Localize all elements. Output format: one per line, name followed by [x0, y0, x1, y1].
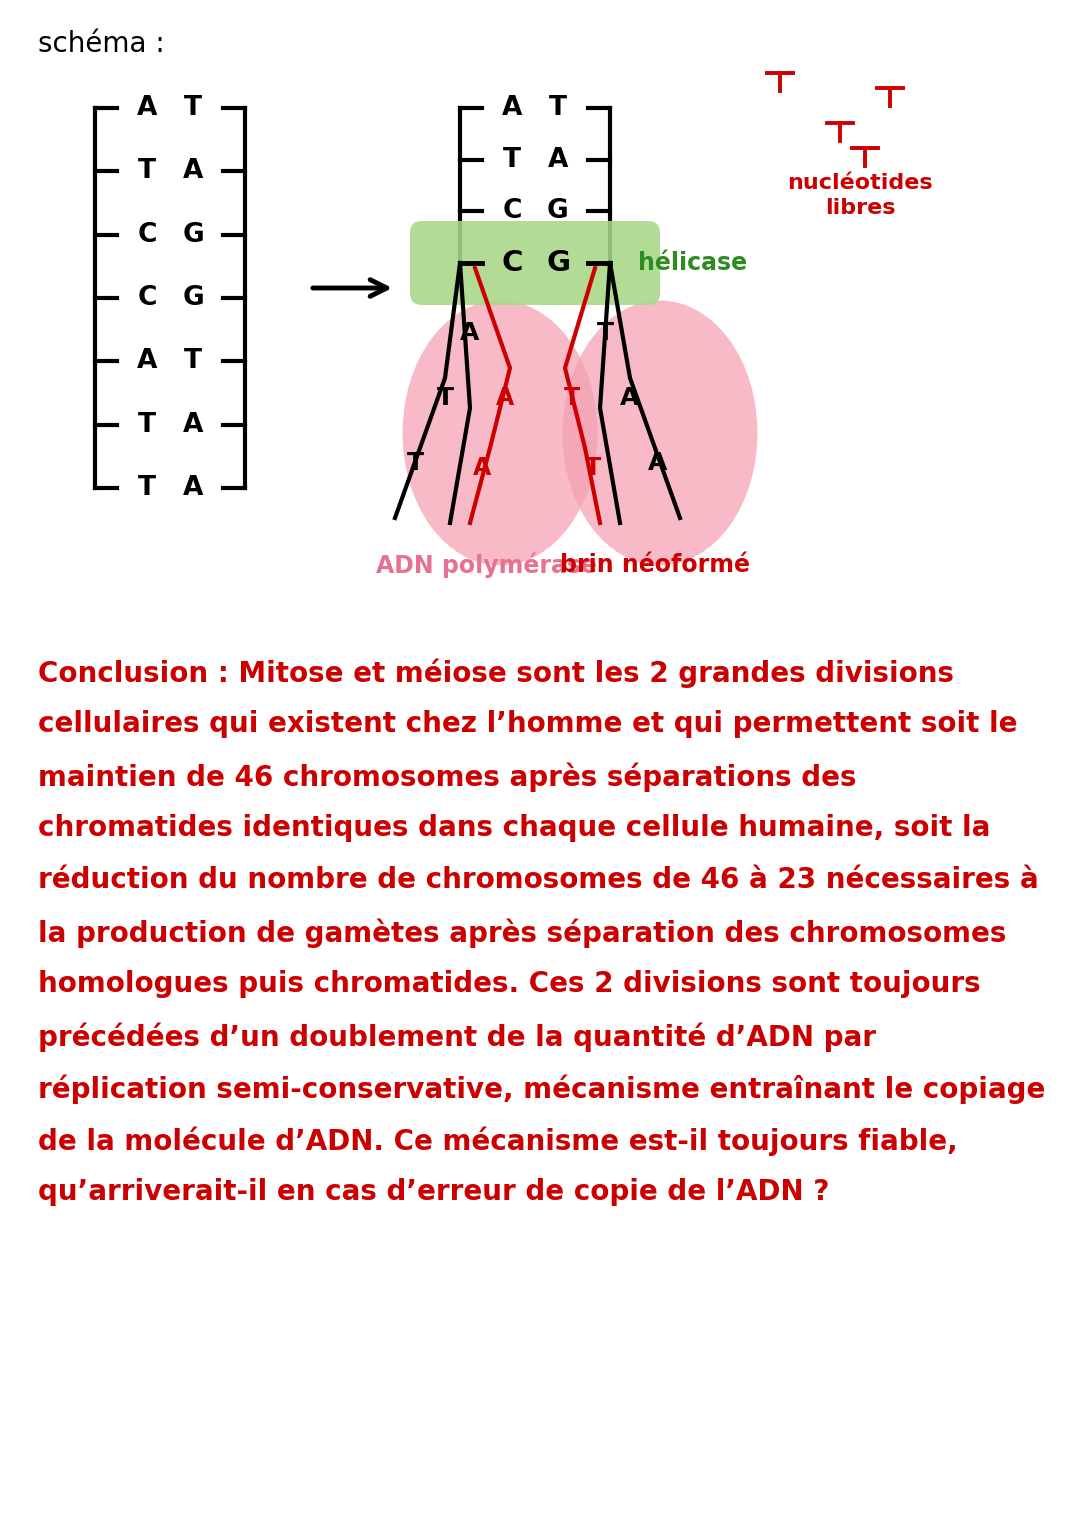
- Text: A: A: [502, 95, 523, 121]
- Text: A: A: [648, 451, 667, 475]
- Text: A: A: [473, 455, 491, 480]
- FancyBboxPatch shape: [410, 222, 660, 306]
- Text: T: T: [138, 159, 156, 185]
- Text: cellulaires qui existent chez l’homme et qui permettent soit le: cellulaires qui existent chez l’homme et…: [38, 711, 1017, 738]
- Text: C: C: [137, 222, 157, 248]
- Text: hélicase: hélicase: [638, 251, 747, 275]
- Text: A: A: [183, 475, 203, 501]
- Text: T: T: [585, 455, 602, 480]
- Text: T: T: [184, 348, 202, 374]
- Text: G: G: [183, 222, 204, 248]
- Text: Conclusion : Mitose et méiose sont les 2 grandes divisions: Conclusion : Mitose et méiose sont les 2…: [38, 659, 954, 688]
- Text: T: T: [436, 387, 454, 410]
- Text: ADN polymérase: ADN polymérase: [377, 553, 597, 579]
- Text: T: T: [184, 95, 202, 121]
- Text: G: G: [546, 249, 570, 277]
- Text: A: A: [460, 321, 480, 345]
- Text: précédées d’un doublement de la quantité d’ADN par: précédées d’un doublement de la quantité…: [38, 1022, 876, 1051]
- Text: homologues puis chromatides. Ces 2 divisions sont toujours: homologues puis chromatides. Ces 2 divis…: [38, 970, 981, 998]
- Text: A: A: [548, 147, 568, 173]
- Text: A: A: [137, 95, 158, 121]
- Text: réplication semi-conservative, mécanisme entraînant le copiage: réplication semi-conservative, mécanisme…: [38, 1074, 1045, 1103]
- Text: la production de gamètes après séparation des chromosomes: la production de gamètes après séparatio…: [38, 918, 1007, 947]
- Text: schéma :: schéma :: [38, 31, 165, 58]
- Ellipse shape: [403, 301, 597, 565]
- Text: T: T: [138, 475, 156, 501]
- Text: réduction du nombre de chromosomes de 46 à 23 nécessaires à: réduction du nombre de chromosomes de 46…: [38, 866, 1039, 894]
- Text: A: A: [137, 348, 158, 374]
- Ellipse shape: [563, 301, 757, 565]
- Text: de la molécule d’ADN. Ce mécanisme est-il toujours fiable,: de la molécule d’ADN. Ce mécanisme est-i…: [38, 1126, 958, 1155]
- Text: chromatides identiques dans chaque cellule humaine, soit la: chromatides identiques dans chaque cellu…: [38, 814, 990, 842]
- Text: A: A: [496, 387, 514, 410]
- Text: C: C: [502, 199, 522, 225]
- Text: maintien de 46 chromosomes après séparations des: maintien de 46 chromosomes après séparat…: [38, 762, 856, 792]
- Text: brin néoformé: brin néoformé: [561, 553, 750, 578]
- Text: T: T: [596, 321, 613, 345]
- Text: T: T: [549, 95, 567, 121]
- Text: A: A: [183, 411, 203, 437]
- Text: nucléotides
libres: nucléotides libres: [787, 173, 933, 219]
- Text: A: A: [183, 159, 203, 185]
- Text: C: C: [501, 249, 523, 277]
- Text: qu’arriverait-il en cas d’erreur de copie de l’ADN ?: qu’arriverait-il en cas d’erreur de copi…: [38, 1178, 829, 1206]
- Text: T: T: [503, 147, 521, 173]
- Text: T: T: [406, 451, 423, 475]
- Text: A: A: [620, 387, 639, 410]
- Text: T: T: [138, 411, 156, 437]
- Text: T: T: [564, 387, 580, 410]
- Text: G: G: [548, 199, 569, 225]
- Text: G: G: [183, 286, 204, 312]
- Text: C: C: [137, 286, 157, 312]
